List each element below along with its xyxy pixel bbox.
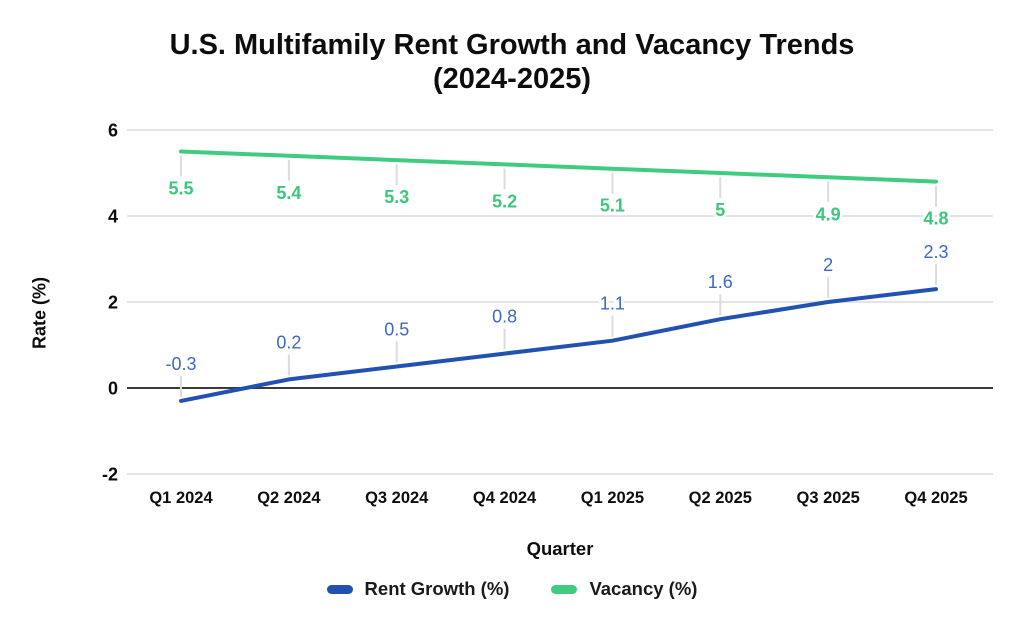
- data-label: 0.8: [492, 307, 517, 327]
- legend-label-rent-growth: Rent Growth (%): [364, 578, 510, 599]
- x-tick-label: Q4 2025: [904, 489, 967, 507]
- data-label: 2: [823, 255, 833, 275]
- vacancy-swatch-icon: [551, 584, 578, 594]
- x-tick-label: Q3 2024: [365, 489, 429, 507]
- y-tick-label: -2: [102, 465, 118, 485]
- series-line-vacancy: [179, 149, 939, 184]
- chart-title-line2: (2024-2025): [433, 63, 591, 95]
- data-label: 5.3: [384, 187, 409, 207]
- x-tick-label: Q1 2024: [149, 489, 213, 507]
- chart-title: U.S. Multifamily Rent Growth and Vacancy…: [0, 28, 1024, 96]
- y-tick-label: 0: [108, 379, 118, 399]
- data-label: 0.5: [384, 320, 409, 340]
- chart-title-line1: U.S. Multifamily Rent Growth and Vacancy…: [169, 29, 855, 61]
- data-label: 0.2: [276, 332, 301, 352]
- y-tick-label: 4: [108, 207, 118, 227]
- x-tick-label: Q2 2024: [257, 489, 321, 507]
- data-label: 1.1: [600, 294, 625, 314]
- x-axis-title: Quarter: [526, 538, 594, 559]
- data-label: 4.8: [924, 209, 949, 229]
- x-tick-label: Q1 2025: [581, 489, 644, 507]
- legend-label-vacancy: Vacancy (%): [589, 578, 698, 599]
- data-label: 2.3: [924, 242, 949, 262]
- legend-item-rent-growth: Rent Growth (%): [326, 578, 510, 600]
- data-label: -0.3: [165, 354, 196, 374]
- data-label: 5: [715, 200, 725, 220]
- series-line-rent-growth: [179, 287, 939, 403]
- legend: Rent Growth (%) Vacancy (%): [0, 578, 1024, 600]
- y-tick-label: 6: [108, 121, 118, 141]
- data-label: 4.9: [816, 204, 841, 224]
- legend-item-vacancy: Vacancy (%): [551, 578, 697, 600]
- x-tick-label: Q3 2025: [797, 489, 860, 507]
- data-label: 1.6: [708, 272, 733, 292]
- data-label: 5.1: [600, 196, 625, 216]
- data-label: 5.2: [492, 191, 517, 211]
- data-label: 5.4: [276, 183, 301, 203]
- x-tick-label: Q2 2025: [689, 489, 752, 507]
- data-label: 5.5: [168, 179, 193, 199]
- rent-growth-swatch-icon: [326, 584, 353, 594]
- x-tick-label: Q4 2024: [473, 489, 537, 507]
- y-tick-label: 2: [108, 293, 118, 313]
